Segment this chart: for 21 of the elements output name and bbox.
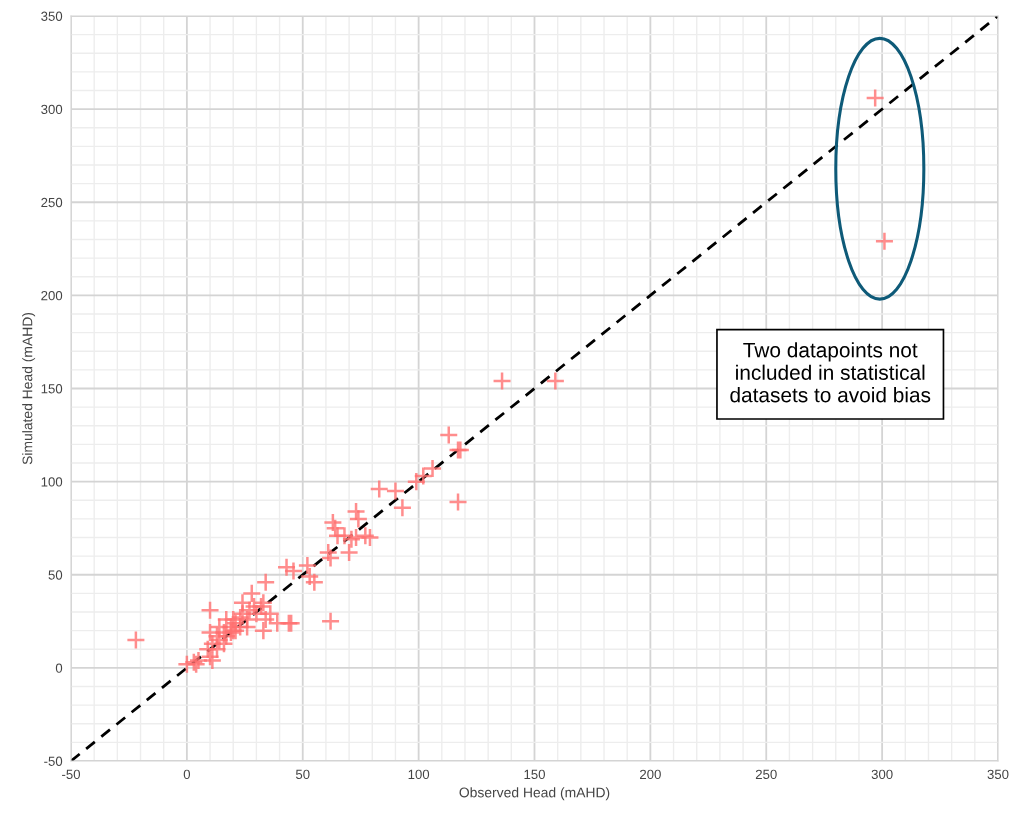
y-tick-label: 350: [41, 11, 63, 21]
y-tick-label: 0: [55, 663, 63, 673]
x-tick-label: 0: [183, 769, 191, 780]
x-axis-title: Observed Head (mAHD): [459, 787, 610, 801]
y-axis-title: Simulated Head (mAHD): [22, 312, 36, 465]
y-tick-label: 50: [48, 570, 63, 580]
annotation: Two datapoints not included in statistical datasets to avoid bias: [730, 342, 931, 403]
x-tick-label: 150: [524, 769, 545, 780]
y-tick-label: 250: [41, 197, 63, 208]
y-tick-label: 150: [41, 384, 63, 394]
x-tick-label: 50: [295, 769, 310, 780]
x-tick-label: 100: [408, 769, 430, 780]
y-tick-label: 300: [41, 104, 63, 115]
y-tick-label: 200: [41, 290, 63, 301]
x-tick-label: 250: [755, 769, 777, 780]
x-tick-label: 350: [987, 769, 1009, 780]
x-tick-label: 200: [640, 769, 661, 780]
x-tick-label: 300: [871, 769, 893, 780]
y-tick-label: -50: [44, 756, 63, 766]
y-tick-label: 100: [41, 477, 63, 487]
x-tick-label: -50: [62, 769, 81, 780]
